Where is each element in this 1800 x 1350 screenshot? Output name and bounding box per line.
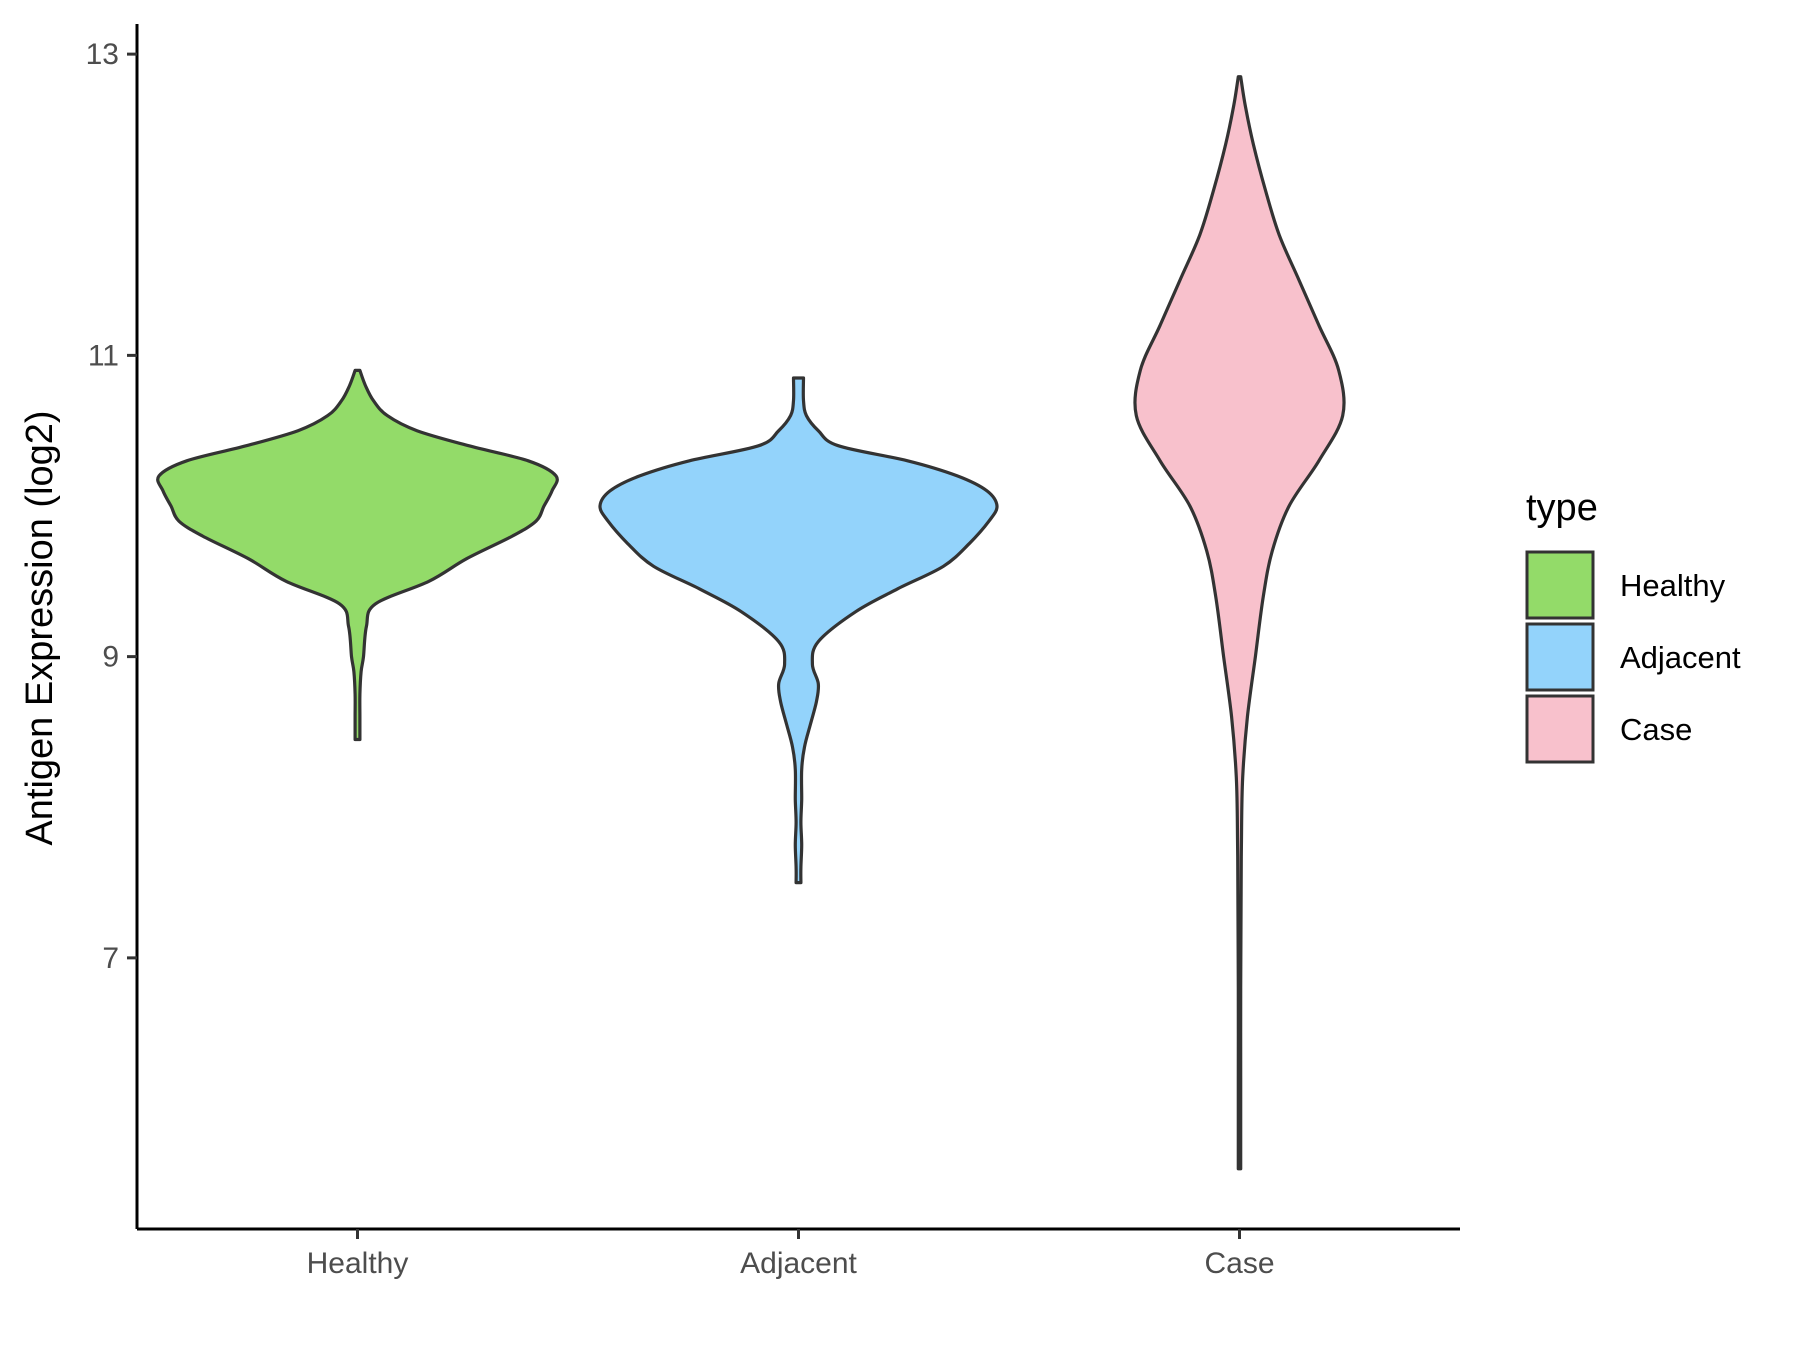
y-tick-label: 11 bbox=[88, 339, 119, 372]
legend-items: Healthy Adjacent Case bbox=[1525, 550, 1741, 764]
legend-swatch-adjacent bbox=[1525, 622, 1595, 692]
legend-swatch-case bbox=[1525, 694, 1595, 764]
legend-label-case: Case bbox=[1620, 712, 1692, 747]
violin-layer bbox=[156, 75, 1346, 1171]
legend-label-healthy: Healthy bbox=[1620, 568, 1726, 603]
y-axis-title: Antigen Expression (log2) bbox=[19, 410, 61, 845]
y-tick-label: 13 bbox=[86, 38, 119, 71]
x-tick-label: Case bbox=[1204, 1247, 1274, 1280]
legend-swatch-healthy bbox=[1525, 550, 1595, 620]
violin-case bbox=[1133, 75, 1346, 1171]
x-tick-label: Healthy bbox=[307, 1247, 409, 1280]
violin-healthy bbox=[156, 368, 559, 742]
y-tick-label: 9 bbox=[102, 641, 119, 674]
violin-adjacent bbox=[598, 376, 999, 885]
legend: type Healthy Adjacent Case bbox=[1525, 487, 1741, 764]
x-ticks: Healthy Adjacent Case bbox=[307, 1229, 1275, 1280]
legend-label-adjacent: Adjacent bbox=[1620, 640, 1741, 675]
axes-layer: 7 9 11 13 Healthy Adjacent Case Antigen Expre… bbox=[19, 24, 1460, 1280]
y-tick-label: 7 bbox=[102, 942, 119, 975]
legend-title: type bbox=[1526, 487, 1598, 529]
y-ticks: 7 9 11 13 bbox=[86, 38, 137, 975]
x-tick-label: Adjacent bbox=[740, 1247, 857, 1280]
